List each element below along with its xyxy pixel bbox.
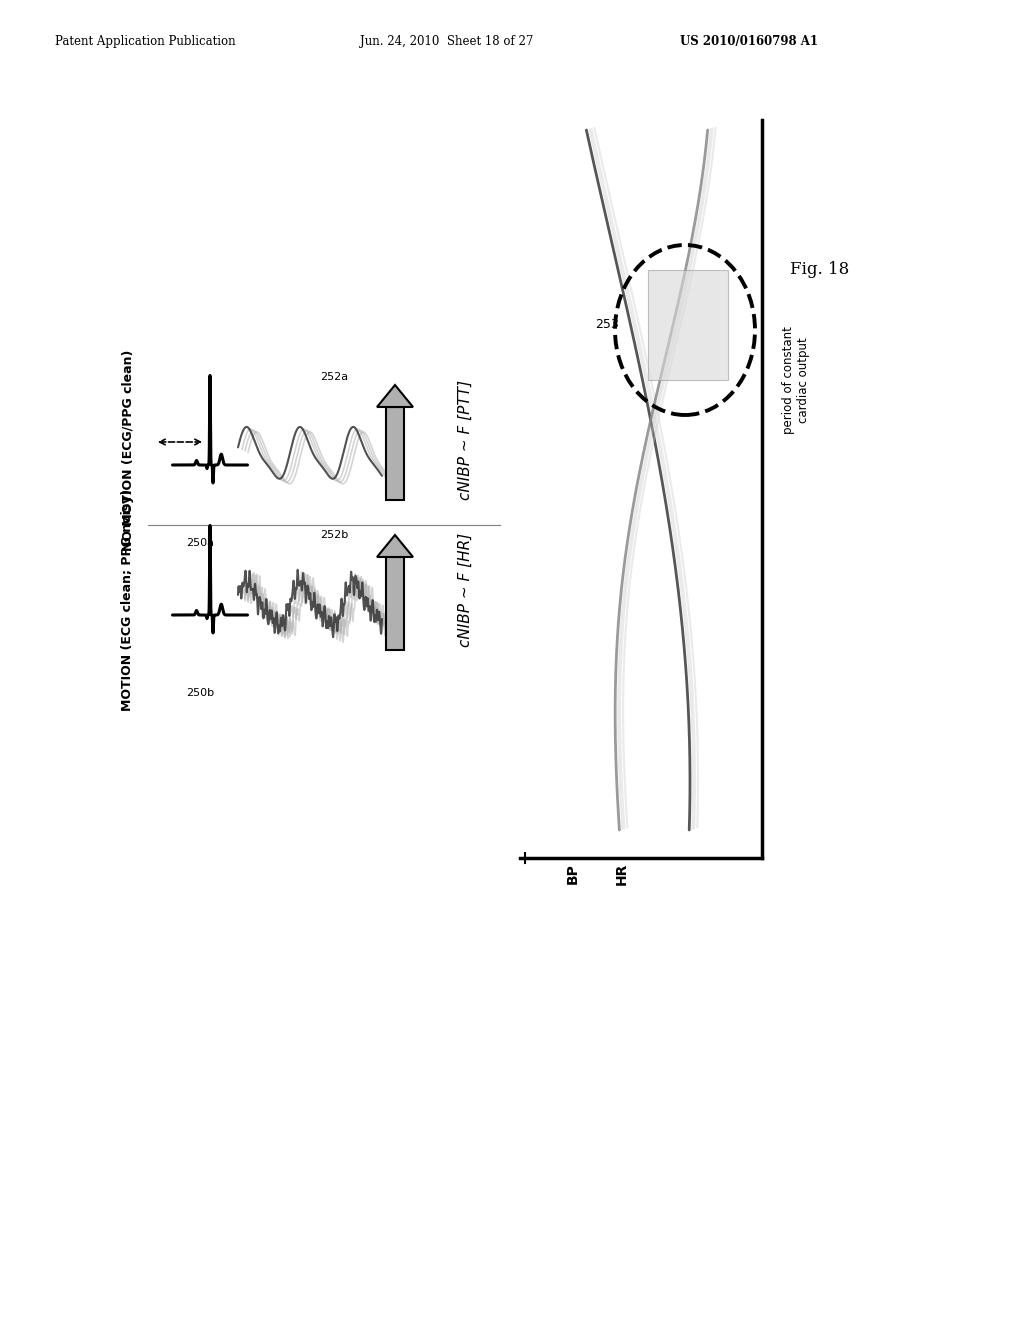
Text: Jun. 24, 2010  Sheet 18 of 27: Jun. 24, 2010 Sheet 18 of 27: [360, 36, 534, 48]
Text: 252a: 252a: [319, 372, 348, 381]
Text: cNIBP ~ F [PTT]: cNIBP ~ F [PTT]: [458, 380, 472, 500]
Text: MOTION (ECG clean; PPG noisy): MOTION (ECG clean; PPG noisy): [122, 488, 134, 711]
Text: HR: HR: [615, 863, 629, 886]
Text: Fig. 18: Fig. 18: [790, 261, 849, 279]
Bar: [648, 271, 728, 380]
Text: cNIBP ~ F [HR]: cNIBP ~ F [HR]: [458, 533, 472, 647]
Text: BP: BP: [566, 863, 580, 884]
Text: period of constant
cardiac output: period of constant cardiac output: [782, 326, 810, 434]
Text: 250a: 250a: [186, 539, 214, 548]
Polygon shape: [377, 385, 413, 407]
Text: 252b: 252b: [319, 531, 348, 540]
Polygon shape: [377, 535, 413, 557]
Text: 250b: 250b: [186, 688, 214, 698]
Text: NO MOTION (ECG/PPG clean): NO MOTION (ECG/PPG clean): [122, 350, 134, 550]
Text: 253: 253: [595, 318, 618, 331]
Bar: [386, 407, 404, 500]
Bar: [386, 557, 404, 649]
Text: Patent Application Publication: Patent Application Publication: [55, 36, 236, 48]
Text: US 2010/0160798 A1: US 2010/0160798 A1: [680, 36, 818, 48]
